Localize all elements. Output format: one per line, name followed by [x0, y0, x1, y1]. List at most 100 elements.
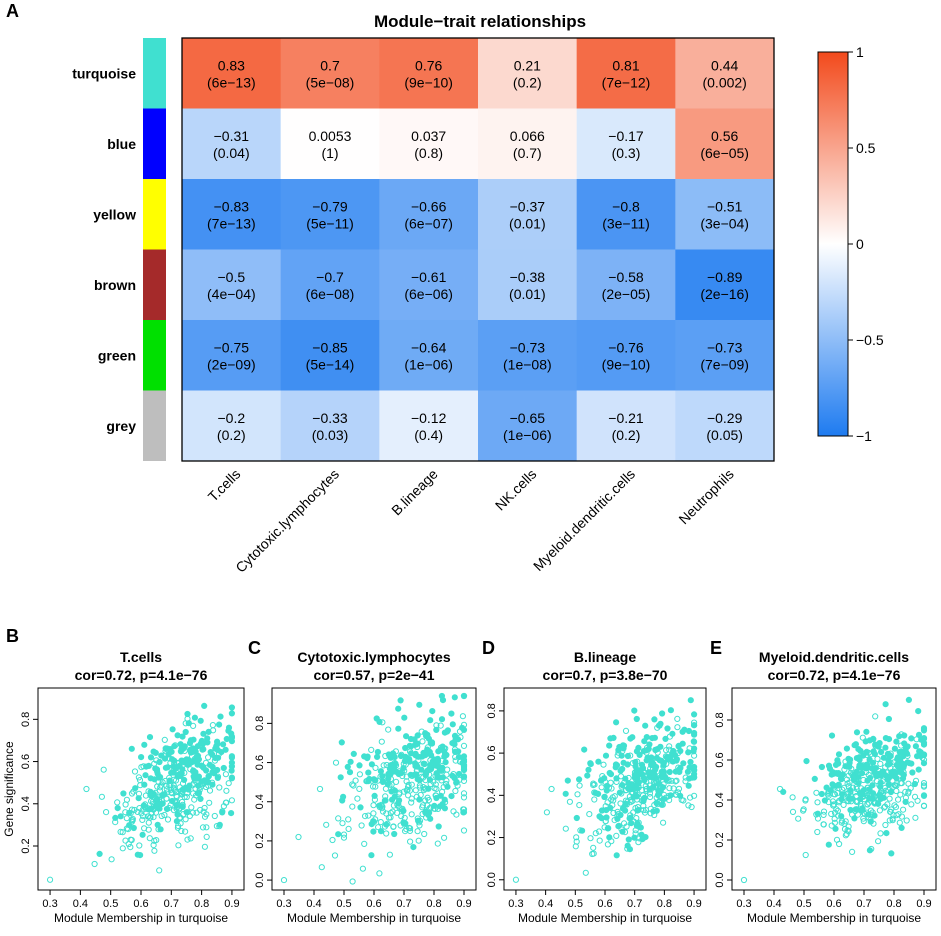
heatmap-cell [478, 179, 578, 250]
scatter-point [402, 744, 409, 752]
scatter-point [349, 878, 356, 885]
panel-letter-d: D [482, 638, 495, 658]
x-tick-label: 0.5 [103, 898, 118, 910]
row-label-turquoise: turquoise [72, 65, 136, 81]
scatter-point [362, 813, 369, 820]
scatter-point [633, 773, 640, 781]
scatter-point [416, 782, 423, 789]
scatter-point [175, 772, 182, 779]
scatter-point [606, 742, 613, 749]
scatter-point [135, 795, 142, 802]
scatter-point [896, 765, 903, 772]
scatter-point [596, 828, 603, 835]
scatter-point [680, 797, 687, 804]
scatter-point [187, 749, 195, 756]
cell-value-label: −0.61 [411, 269, 447, 285]
scatter-point [157, 826, 164, 833]
scatter-point [631, 707, 638, 714]
y-tick-label: 0.8 [20, 712, 32, 727]
scatter-point [174, 732, 181, 739]
scatter-point [346, 769, 354, 776]
y-tick-label: 0.2 [254, 833, 266, 848]
scatter-point [911, 780, 919, 788]
scatter-point [891, 745, 899, 752]
cell-pvalue-label: (6e−05) [700, 145, 749, 161]
scatter-point [449, 721, 456, 728]
scatter-point [209, 722, 216, 729]
cell-value-label: 0.7 [320, 57, 340, 73]
scatter-point [632, 827, 639, 834]
scatter-point [203, 811, 210, 818]
cell-value-label: −0.2 [218, 410, 246, 426]
scatter-point [666, 733, 674, 740]
scatter-point [877, 830, 884, 837]
scatter-point [131, 806, 138, 814]
scatter-point [619, 805, 627, 812]
cell-value-label: −0.75 [214, 339, 250, 355]
scatter-point [624, 842, 631, 849]
scatter-point [642, 834, 649, 841]
scatter-point [620, 759, 627, 766]
scatter-point [416, 822, 423, 829]
scatter-point [377, 819, 384, 826]
scatter-point [130, 824, 137, 832]
scatter-point [377, 768, 384, 775]
scatter-point [460, 765, 468, 772]
scatter-point [853, 785, 860, 793]
scatter-point [814, 810, 821, 817]
scatter-point [368, 746, 375, 754]
x-tick-label: 0.6 [366, 898, 381, 910]
x-tick-label: 0.9 [224, 898, 239, 910]
scatter-point [845, 783, 852, 790]
scatter-point [460, 777, 468, 785]
scatter-point [398, 813, 405, 820]
x-tick-label: 0.8 [657, 898, 672, 910]
scatter-point [195, 789, 202, 796]
cell-value-label: −0.29 [707, 410, 743, 426]
heatmap-cell [280, 390, 380, 462]
scatter-point [422, 797, 429, 804]
scatter-point [368, 852, 375, 859]
scatter-point [460, 756, 468, 763]
scatter-point [688, 803, 695, 811]
scatter-point [912, 743, 920, 750]
scatter-point [638, 787, 646, 794]
scatter-point [223, 735, 230, 743]
scatter-point [615, 810, 622, 818]
scatter-point [687, 697, 694, 704]
scatter-point [190, 780, 197, 787]
cell-pvalue-label: (0.4) [414, 427, 443, 443]
scatter-point [449, 772, 456, 779]
scatter-point [189, 759, 196, 766]
scatter-point [660, 781, 667, 788]
scatter-point [164, 816, 172, 823]
scatter-point [123, 815, 130, 822]
scatter-point [587, 835, 594, 842]
scatter-point [820, 821, 827, 828]
scatter-point [623, 783, 630, 790]
scatter-point [460, 790, 468, 797]
scatter-point [660, 791, 668, 799]
scatter-point [396, 791, 403, 798]
scatter-point [161, 811, 168, 819]
scatter-point [886, 795, 893, 802]
scatter-point [375, 824, 382, 831]
scatter-point [663, 760, 670, 768]
scatter-point [354, 795, 361, 802]
scatter-point [206, 799, 213, 806]
scatter-point [433, 726, 440, 734]
scatter-point [691, 711, 698, 718]
scatter-point [579, 827, 586, 834]
x-tick-label: 0.7 [164, 898, 179, 910]
scatter-point [853, 729, 861, 736]
scatter-point [850, 774, 857, 781]
scatter-point [373, 715, 380, 722]
cell-value-label: 0.066 [510, 128, 545, 144]
scatter-point [405, 792, 412, 799]
scatter-point [228, 810, 235, 817]
scatter-point [431, 785, 438, 792]
scatter-point [856, 764, 863, 771]
scatter-point [431, 802, 438, 809]
scatter-point [184, 715, 191, 722]
scatter-point [685, 782, 692, 789]
